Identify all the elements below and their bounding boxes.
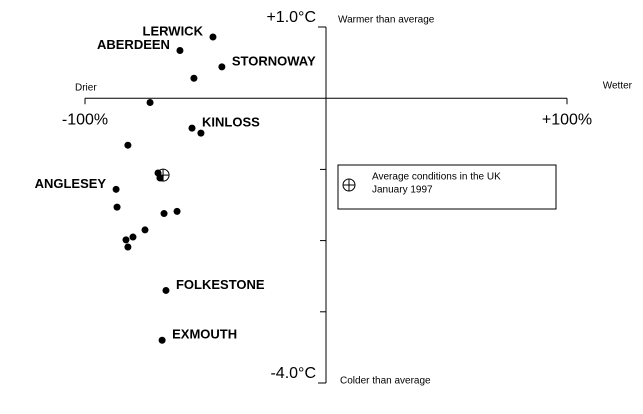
point [160,210,168,218]
point [218,63,226,71]
point-label: EXMOUTH [172,327,237,342]
legend-box [337,164,557,210]
point [113,203,121,211]
point [173,207,181,215]
point [124,141,132,149]
y-negative-label: Colder than average [340,376,431,387]
point-label: FOLKESTONE [176,277,265,292]
point [176,46,184,54]
point-label: STORNOWAY [232,53,316,68]
point [122,236,130,244]
point-label: ANGLESEY [35,176,107,191]
point [129,233,137,241]
x-tick-label: +100% [542,111,592,128]
legend-period: January 1997 [372,185,433,196]
x-positive-label: Wetter [603,81,633,92]
point [146,98,154,106]
point-label: KINLOSS [202,115,260,130]
y-positive-label: Warmer than average [338,15,435,26]
point [190,74,198,82]
point-label: ABERDEEN [97,37,170,52]
point [124,243,132,251]
x-tick-label: -100% [62,111,108,128]
x-negative-label: Drier [75,83,97,94]
average-marker [156,168,170,182]
y-tick-label: +1.0°C [266,9,316,26]
point [156,174,164,182]
legend-label: Average conditions in the UK [372,172,501,183]
y-tick-label: -4.0°C [270,365,316,382]
point-label: LERWICK [143,23,204,38]
point [188,124,196,132]
point [197,129,205,137]
point [158,336,166,344]
point [162,286,170,294]
point [112,185,120,193]
point [141,226,149,234]
point [209,33,217,41]
legend-marker [342,178,356,192]
